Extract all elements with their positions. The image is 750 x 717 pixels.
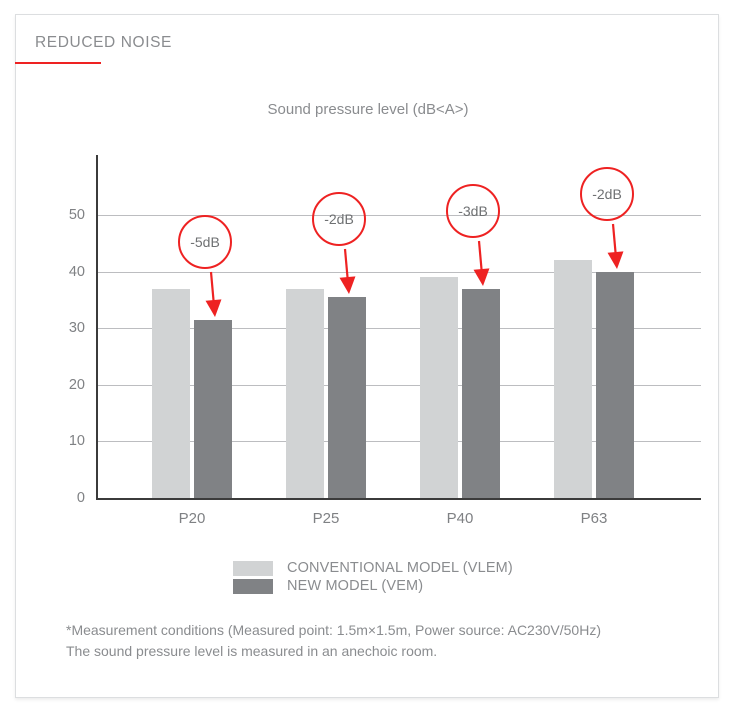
annotation-badge-p25: -2dB <box>312 192 366 247</box>
annotation-arrow-p25 <box>339 248 356 295</box>
gridline <box>98 384 701 386</box>
reduced-noise-card: REDUCED NOISE Sound pressure level (dB<A… <box>15 14 719 698</box>
legend-item: CONVENTIONAL MODEL (VLEM) <box>233 560 513 576</box>
chart-title: Sound pressure level (dB<A>) <box>267 101 469 118</box>
y-tick-label: 0 <box>76 490 85 506</box>
y-tick-label: 50 <box>68 207 85 223</box>
annotation-arrow-p63 <box>607 223 624 269</box>
footnote-line-2: The sound pressure level is measured in … <box>66 643 438 659</box>
x-tick-label: P20 <box>178 510 206 527</box>
y-axis-line <box>96 155 98 500</box>
annotation-arrow-p40 <box>473 240 490 286</box>
legend-swatch <box>233 560 273 576</box>
annotation-badge-p20: -5dB <box>178 214 232 269</box>
legend-label: NEW MODEL (VEM) <box>287 578 424 594</box>
bar-chart-plot: 0 10 20 30 40 50 P20 P25 P40 P63 -5dB -2dB -3dB -2d… <box>69 155 701 527</box>
bar-p20-new <box>194 319 232 498</box>
title-underline-rule <box>15 62 101 64</box>
y-tick-label: 20 <box>68 376 85 393</box>
gridline <box>98 215 701 216</box>
y-tick-label: 30 <box>68 320 85 337</box>
bar-p25-conventional <box>286 288 324 498</box>
legend-swatch <box>233 578 273 594</box>
gridline <box>98 328 701 330</box>
footnote-line-1: *Measurement conditions (Measured point:… <box>66 622 601 638</box>
annotation-badge-p40: -3dB <box>446 183 500 238</box>
bar-p40-conventional <box>420 277 458 498</box>
gridline <box>98 271 701 273</box>
legend-item: NEW MODEL (VEM) <box>233 578 503 594</box>
section-title: REDUCED NOISE <box>35 34 172 51</box>
annotation-arrow-p20 <box>205 271 222 317</box>
bar-p20-conventional <box>152 288 190 498</box>
x-axis-line <box>96 498 701 500</box>
x-tick-label: P40 <box>446 510 474 527</box>
gridline <box>98 441 701 443</box>
legend-label: CONVENTIONAL MODEL (VLEM) <box>287 560 513 576</box>
y-tick-label: 10 <box>68 433 85 450</box>
bar-p40-new <box>462 288 500 498</box>
y-tick-label: 40 <box>68 263 85 280</box>
bar-p25-new <box>328 297 366 498</box>
x-tick-label: P63 <box>580 510 608 527</box>
bar-p63-conventional <box>554 260 592 498</box>
chart-legend: CONVENTIONAL MODEL (VLEM) NEW MODEL (VEM) <box>16 560 720 594</box>
footnote: *Measurement conditions (Measured point:… <box>66 620 706 662</box>
bar-p63-new <box>596 271 634 498</box>
annotation-badge-p63: -2dB <box>580 166 634 221</box>
x-tick-label: P25 <box>312 510 340 527</box>
